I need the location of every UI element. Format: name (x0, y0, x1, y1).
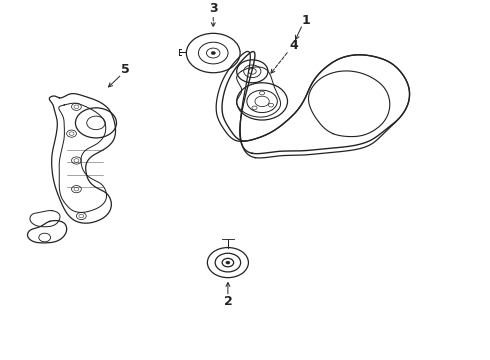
Circle shape (226, 261, 230, 264)
Text: 2: 2 (223, 296, 232, 309)
Circle shape (211, 51, 216, 55)
Text: 5: 5 (121, 63, 130, 76)
Text: 4: 4 (290, 39, 298, 52)
Text: 3: 3 (209, 3, 218, 15)
Text: 1: 1 (302, 14, 311, 27)
